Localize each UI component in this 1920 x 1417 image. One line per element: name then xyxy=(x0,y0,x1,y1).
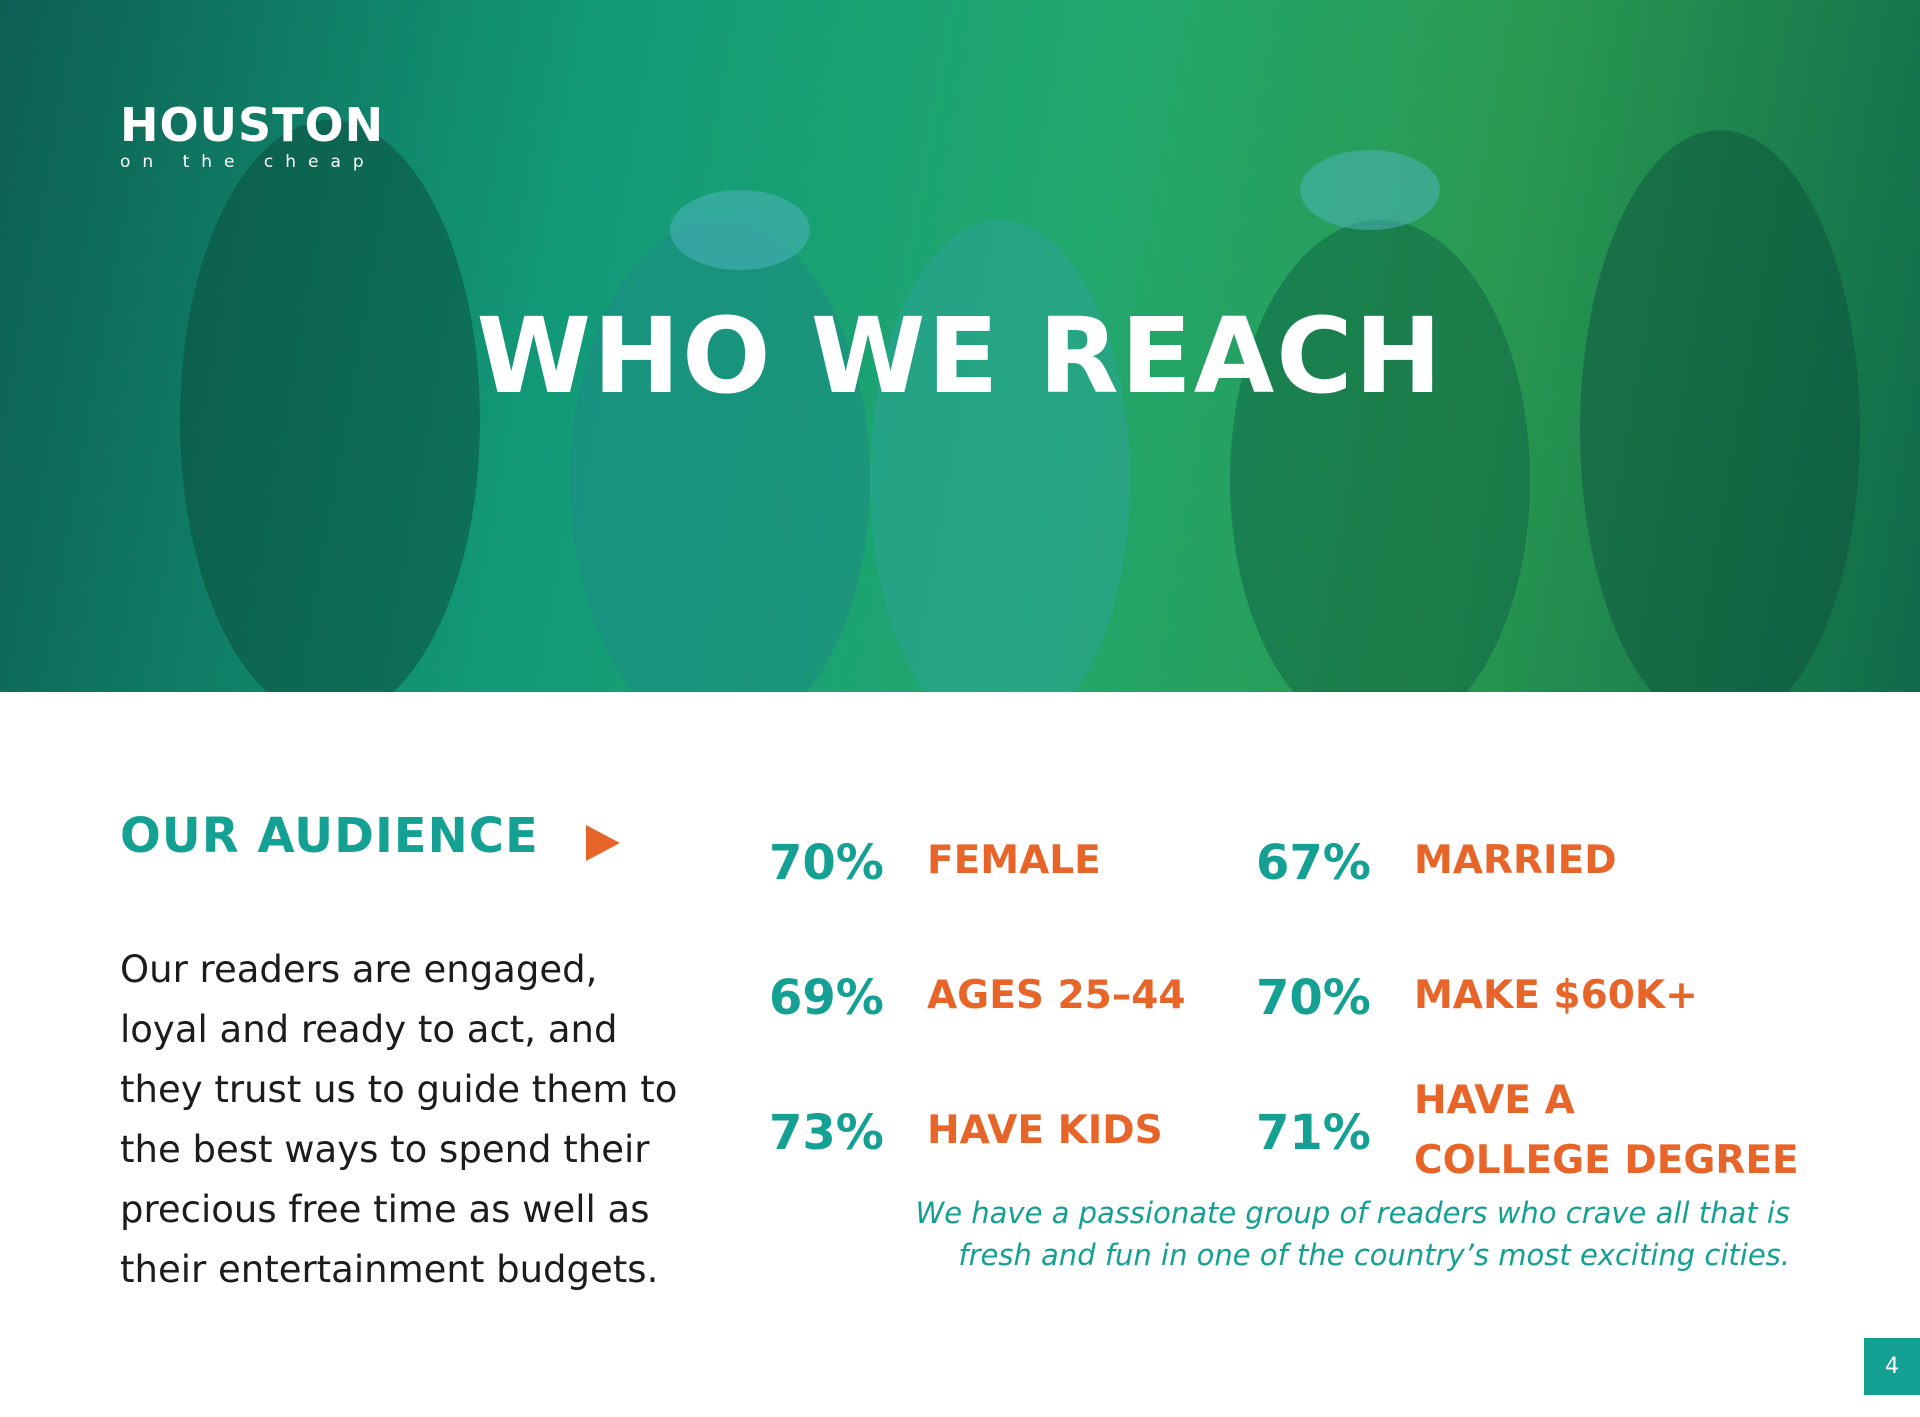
hero-image xyxy=(0,0,1920,692)
body-line: Our readers are engaged, xyxy=(120,948,598,991)
crowd-silhouettes xyxy=(180,120,1860,692)
stat-label: AGES 25–44 xyxy=(927,966,1186,1026)
stat-label: MARRIED xyxy=(1414,831,1617,891)
body-line: the best ways to spend their xyxy=(120,1128,650,1171)
body-line: loyal and ready to act, and xyxy=(120,1008,618,1051)
stat-label: FEMALE xyxy=(927,831,1101,891)
stat-value: 67% xyxy=(1256,835,1371,891)
stat-value: 69% xyxy=(769,970,884,1026)
quote-line: fresh and fun in one of the country’s mo… xyxy=(958,1238,1790,1272)
stat-value: 73% xyxy=(769,1105,884,1161)
stat-label: MAKE $60K+ xyxy=(1414,966,1698,1026)
logo-tagline: on the cheap xyxy=(120,152,376,172)
section-heading: OUR AUDIENCE xyxy=(120,808,539,864)
body-line: they trust us to guide them to xyxy=(120,1068,678,1111)
quote-line: We have a passionate group of readers wh… xyxy=(915,1196,1790,1230)
stat-value: 70% xyxy=(1256,970,1371,1026)
stat-label-line: AGES 25–44 xyxy=(927,973,1186,1018)
stat-label-line: HAVE KIDS xyxy=(927,1108,1163,1153)
stat-label: HAVE KIDS xyxy=(927,1101,1163,1161)
body-line: their entertainment budgets. xyxy=(120,1248,659,1291)
stat-label-line: MAKE $60K+ xyxy=(1414,973,1698,1018)
stat-label-line: COLLEGE DEGREE xyxy=(1414,1138,1799,1183)
stat-label-line: FEMALE xyxy=(927,838,1101,883)
stat-label-line: MARRIED xyxy=(1414,838,1617,883)
body-text: Our readers are engaged, loyal and ready … xyxy=(120,940,677,1300)
stat-label-line: HAVE A xyxy=(1414,1078,1575,1123)
logo-title: HOUSTON xyxy=(120,98,385,152)
body-line: precious free time as well as xyxy=(120,1188,650,1231)
stat-label: HAVE A COLLEGE DEGREE xyxy=(1414,1071,1799,1191)
page-title: WHO WE REACH xyxy=(476,295,1444,417)
stat-value: 71% xyxy=(1256,1105,1371,1161)
stat-value: 70% xyxy=(769,835,884,891)
arrow-icon xyxy=(586,825,620,861)
quote: We have a passionate group of readers wh… xyxy=(916,1192,1790,1276)
page-number: 4 xyxy=(1864,1338,1920,1395)
